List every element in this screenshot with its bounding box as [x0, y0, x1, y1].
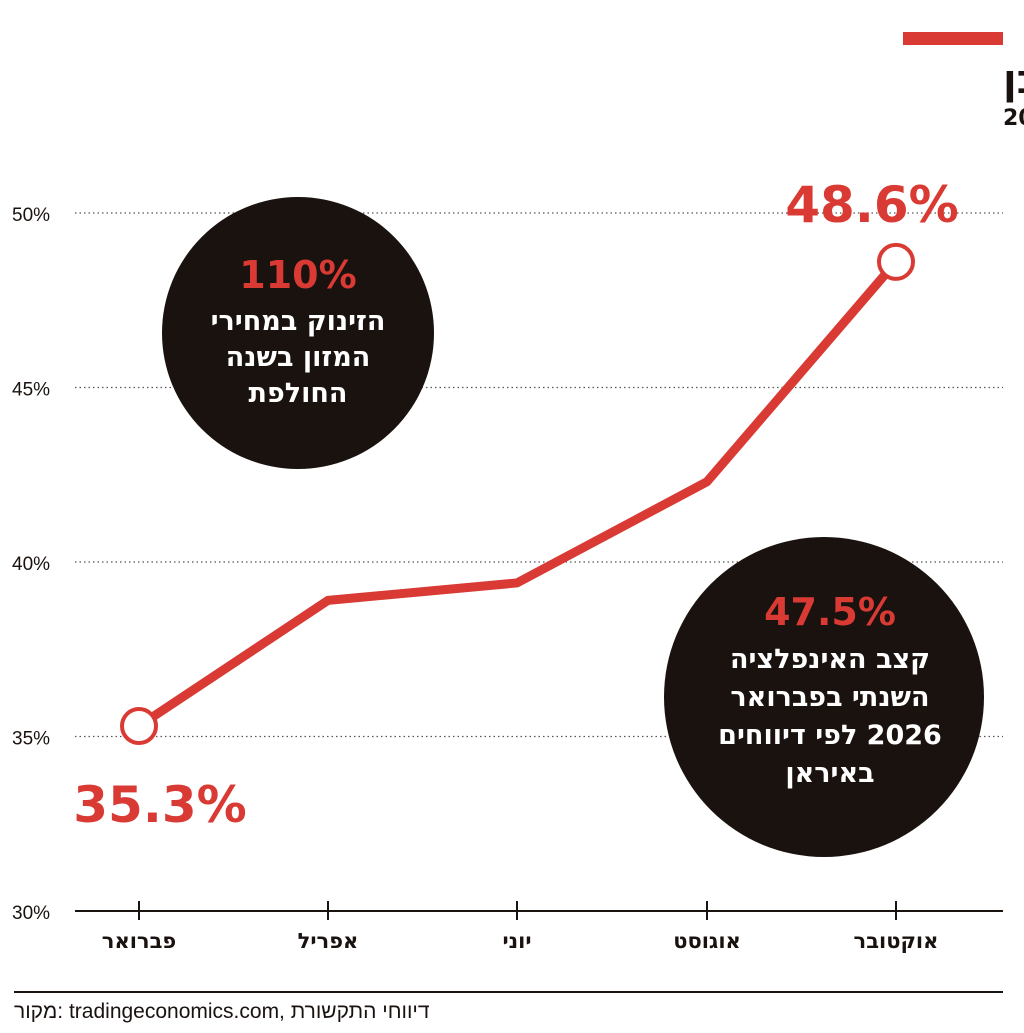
- x-tick-label: פברואר: [102, 929, 176, 953]
- data-point-marker: [877, 242, 915, 281]
- x-axis: פברואר אפריל יוני אוגוסט אוקטובר: [102, 901, 939, 953]
- annotation-text: השנתי בפברואר: [730, 682, 929, 713]
- y-tick-label: 30%: [12, 903, 50, 924]
- annotation-text: באיראן: [785, 758, 874, 789]
- y-tick-label: 35%: [12, 729, 50, 750]
- chart-subtitle: אינפלציה, קצב שנתי, 2025: [1003, 106, 1024, 131]
- annotation-bubble-inflation-2026: [664, 537, 984, 857]
- start-value-label: 35.3%: [73, 776, 246, 834]
- y-tick-label: 40%: [12, 554, 50, 575]
- gridlines: [75, 212, 1003, 912]
- annotation-text: קצב האינפלציה: [730, 644, 930, 675]
- annotation-text: 2026 לפי דיווחים: [718, 720, 942, 751]
- data-point-marker: [120, 707, 158, 746]
- x-tick-label: אוגוסט: [673, 929, 741, 953]
- annotation-text: המזון בשנה: [226, 342, 371, 373]
- x-tick-label: אוקטובר: [854, 929, 939, 953]
- source-note: מקור: tradingeconomics.com, דיווחי התקשו…: [14, 1000, 430, 1023]
- y-axis: 30% 35% 40% 45% 50%: [12, 205, 50, 924]
- chart-title: האינפלציה באיראן בסחרור מסוכן: [1003, 57, 1024, 103]
- accent-bar: [903, 32, 1003, 45]
- annotation-bubble-food: [162, 197, 434, 469]
- y-tick-label: 50%: [12, 205, 50, 226]
- annotation-text: החולפת: [249, 378, 348, 409]
- end-value-label: 48.6%: [785, 176, 958, 234]
- annotation-number: 110%: [239, 253, 356, 297]
- y-tick-label: 45%: [12, 380, 50, 401]
- x-tick-label: אפריל: [298, 929, 359, 953]
- series-line-group: [120, 242, 915, 746]
- x-tick-label: יוני: [502, 929, 531, 953]
- annotation-text: הזינוק במחירי: [211, 306, 386, 337]
- annotation-number: 47.5%: [764, 590, 896, 634]
